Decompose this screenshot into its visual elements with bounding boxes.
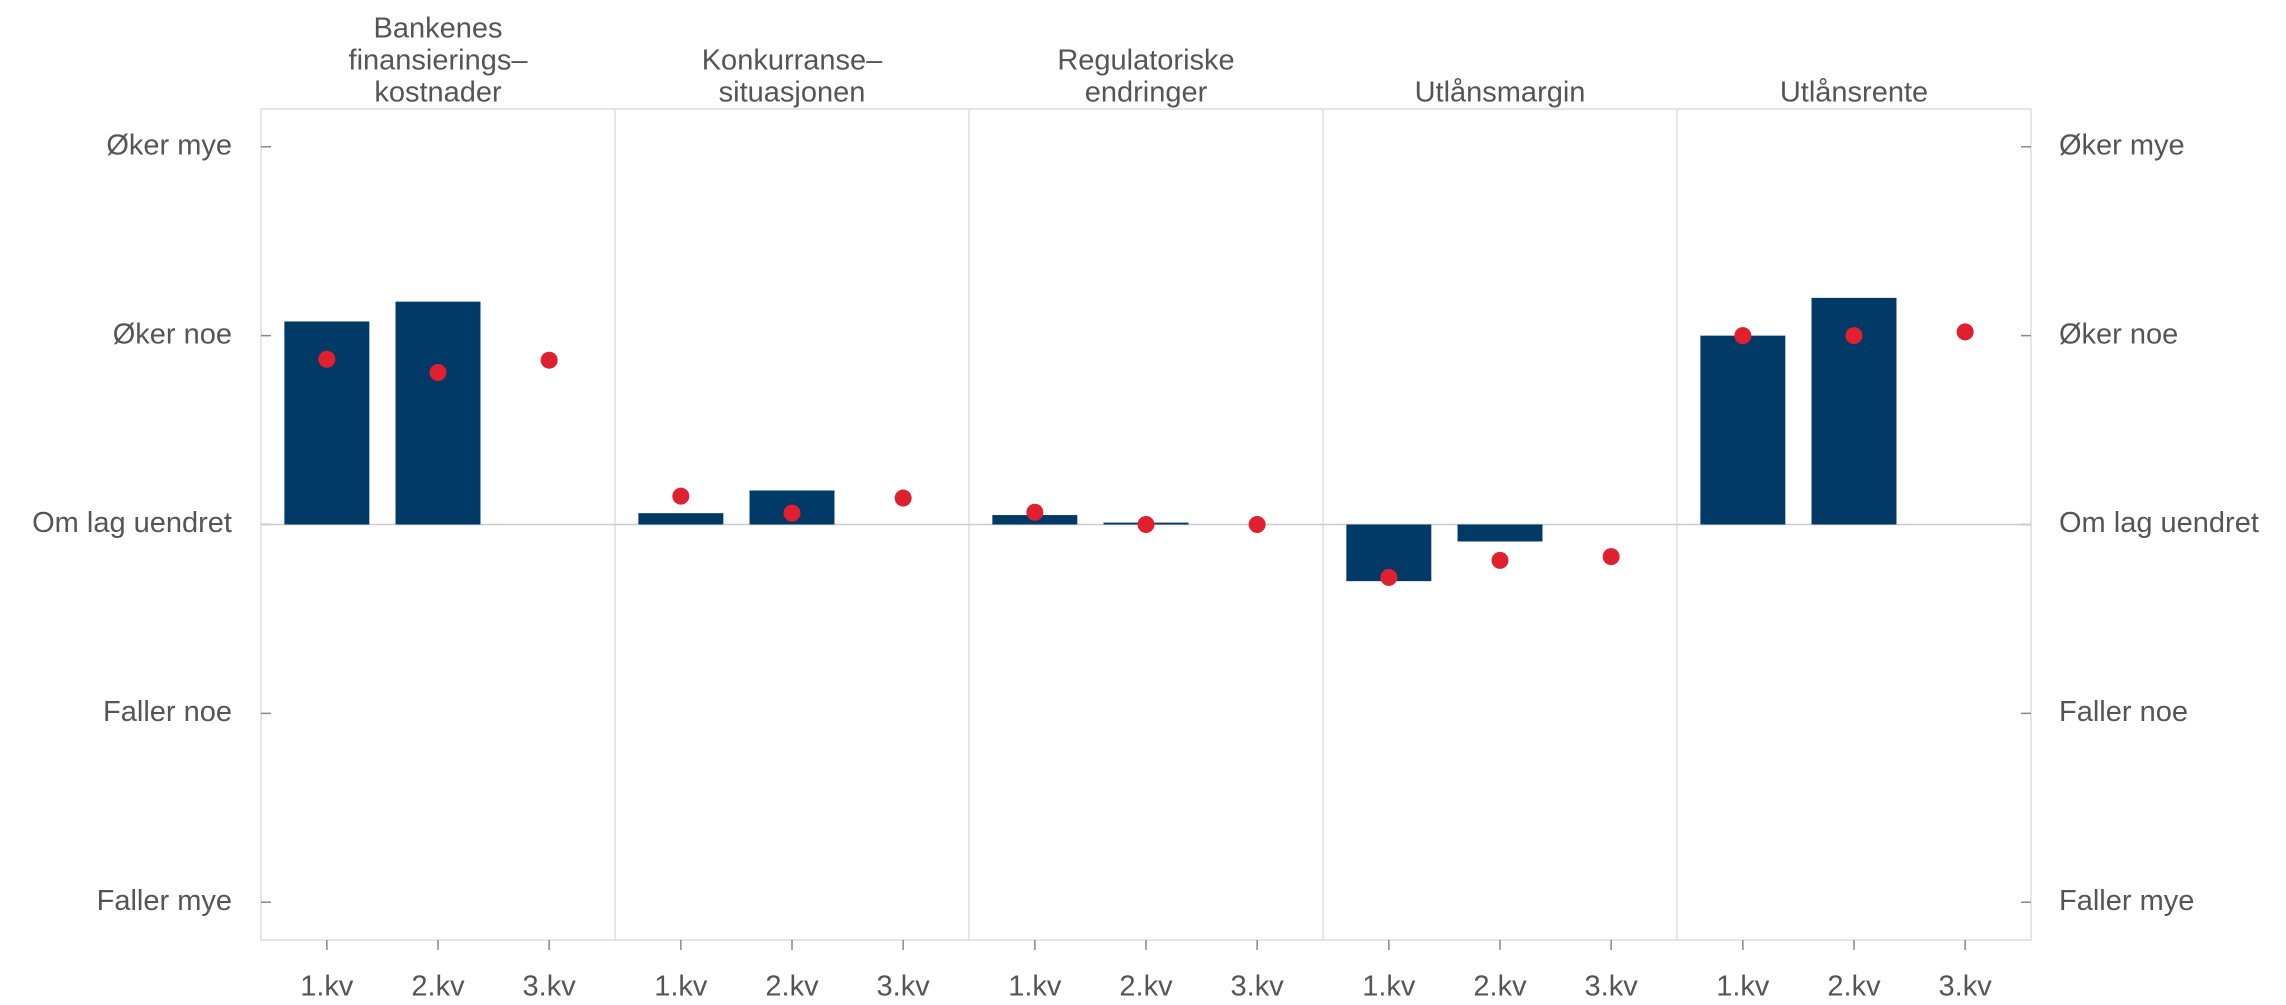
panel-title: Utlånsmargin [1415, 77, 1586, 109]
y-tick-label: Faller noe [103, 696, 232, 728]
dot [783, 504, 801, 522]
x-tick-label: 1.kv [1716, 971, 1770, 1003]
bar [1457, 524, 1543, 542]
x-tick-label: 3.kv [1231, 971, 1285, 1003]
dot [1380, 568, 1398, 586]
dot [1137, 516, 1155, 533]
bar [638, 513, 724, 525]
x-tick-label: 2.kv [1119, 971, 1173, 1003]
x-tick-label: 1.kv [1362, 971, 1416, 1003]
dot [1491, 551, 1509, 569]
dot [429, 363, 447, 381]
dot [1956, 323, 1974, 341]
x-tick-label: 1.kv [300, 971, 354, 1003]
x-tick-label: 3.kv [1939, 971, 1993, 1003]
panel-title: finansierings– [349, 45, 529, 77]
x-tick-label: 3.kv [523, 971, 577, 1003]
panel-title: Utlånsrente [1780, 77, 1928, 109]
panel-title: situasjonen [719, 77, 866, 109]
panel-title: kostnader [374, 77, 502, 109]
dot [672, 487, 690, 505]
x-tick-label: 1.kv [654, 971, 708, 1003]
dot [1845, 327, 1863, 345]
dot [318, 350, 336, 368]
x-tick-label: 2.kv [1473, 971, 1527, 1003]
x-tick-label: 3.kv [1585, 971, 1639, 1003]
x-tick-label: 2.kv [765, 971, 819, 1003]
dot [894, 489, 912, 507]
panel-title: Bankenes [374, 13, 503, 45]
x-tick-label: 1.kv [1008, 971, 1062, 1003]
y-tick-label-right: Øker noe [2059, 318, 2178, 350]
y-tick-label: Øker noe [113, 318, 232, 350]
y-tick-label-right: Om lag uendret [2059, 507, 2259, 539]
y-tick-label-right: Øker mye [2059, 129, 2185, 161]
y-tick-label: Om lag uendret [32, 507, 232, 539]
x-tick-label: 2.kv [411, 971, 465, 1003]
bar [1700, 335, 1786, 525]
panel-title: Regulatoriske [1057, 45, 1234, 77]
x-tick-label: 2.kv [1827, 971, 1881, 1003]
x-tick-label: 3.kv [877, 971, 931, 1003]
panel-title: Konkurranse– [702, 45, 883, 77]
y-tick-label-right: Faller mye [2059, 885, 2194, 917]
y-tick-label: Øker mye [106, 129, 232, 161]
bar [395, 301, 481, 525]
y-tick-label: Faller mye [97, 885, 232, 917]
dot [1026, 503, 1044, 521]
dot [1734, 327, 1752, 345]
dot [1602, 548, 1620, 566]
y-tick-label-right: Faller noe [2059, 696, 2188, 728]
dot [540, 351, 558, 369]
panel-title: endringer [1085, 77, 1208, 109]
dot [1248, 516, 1266, 533]
